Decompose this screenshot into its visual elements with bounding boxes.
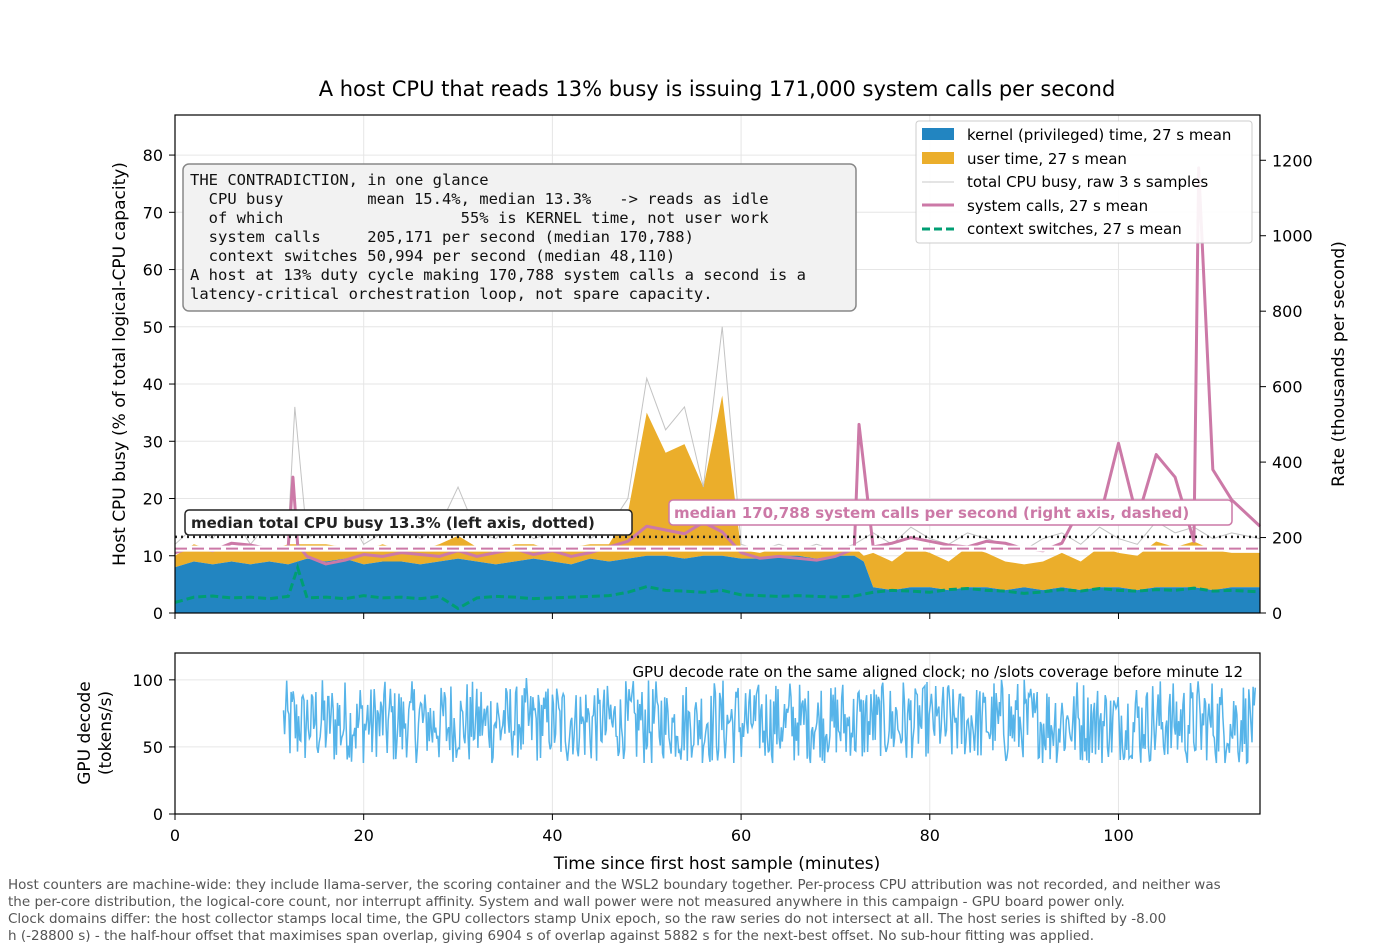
bottom-panel-frame: [174, 652, 1261, 815]
y-tick-label: 10: [143, 547, 163, 566]
x-tick-label: 80: [920, 826, 940, 845]
contradiction-annotation-box: THE CONTRADICTION, in one glance CPU bus…: [182, 163, 857, 312]
y-tick-label: 70: [143, 203, 163, 222]
legend-label: context switches, 27 s mean: [967, 220, 1182, 238]
top-panel-reference-lines: [175, 535, 1260, 552]
y2-tick-label: 200: [1272, 529, 1303, 548]
svg-text:median 170,788 system calls pe: median 170,788 system calls per second (…: [674, 504, 1189, 522]
median-cpu-label: median total CPU busy 13.3% (left axis, …: [184, 509, 633, 536]
svg-text:median total CPU busy 13.3% (: median total CPU busy 13.3% (left axis, …: [191, 514, 595, 532]
footnote-line: h (-28800 s) - the half-hour offset that…: [8, 928, 1094, 944]
y-tick-label: 60: [143, 261, 163, 280]
y2-tick-label: 600: [1272, 378, 1303, 397]
legend: kernel (privileged) time, 27 s mean user…: [915, 120, 1253, 244]
bottom-y-axis-label-line2: (tokens/s): [96, 691, 116, 775]
y-tick-label: 100: [132, 671, 163, 690]
bottom-panel-ticks: 0 20 40 60 80 100 0 50 100: [132, 671, 1133, 845]
user-time-area: [175, 395, 1260, 591]
annotation-line: of which 55% is KERNEL time, not user wo…: [190, 209, 769, 227]
legend-swatch-kernel: [922, 128, 954, 140]
y2-tick-label: 0: [1272, 604, 1282, 623]
y2-tick-label: 1000: [1272, 227, 1313, 246]
y2-tick-label: 1200: [1272, 151, 1313, 170]
x-tick-label: 100: [1103, 826, 1134, 845]
y-tick-label: 40: [143, 375, 163, 394]
annotation-line: context switches 50,994 per second (medi…: [190, 247, 675, 265]
y-tick-label: 50: [143, 318, 163, 337]
annotation-line: CPU busy mean 15.4%, median 13.3% -> rea…: [190, 190, 769, 208]
footnote-line: Clock domains differ: the host collector…: [8, 911, 1166, 927]
top-panel-frame: [174, 114, 1261, 614]
legend-swatch-user: [922, 152, 954, 164]
chart-title: A host CPU that reads 13% busy is issuin…: [319, 77, 1116, 101]
legend-label: total CPU busy, raw 3 s samples: [967, 173, 1208, 191]
y2-tick-label: 400: [1272, 453, 1303, 472]
bottom-panel-lines: [282, 677, 1257, 765]
x-tick-label: 0: [170, 826, 180, 845]
annotation-line: system calls 205,171 per second (median …: [190, 228, 694, 246]
y-tick-label: 20: [143, 490, 163, 509]
legend-label: user time, 27 s mean: [967, 150, 1127, 168]
footnote-line: the per-core distribution, the logical-c…: [8, 894, 1125, 910]
median-syscalls-label: median 170,788 system calls per second (…: [668, 499, 1233, 526]
y-tick-label: 0: [153, 805, 163, 824]
annotation-line: A host at 13% duty cycle making 170,788 …: [190, 266, 806, 284]
y2-tick-label: 800: [1272, 302, 1303, 321]
top-panel-areas: [175, 395, 1260, 613]
x-tick-label: 60: [731, 826, 751, 845]
bottom-y-axis-label-line1: GPU decode: [75, 681, 95, 785]
gpu-decode-line: [282, 677, 1257, 765]
y-tick-label: 50: [143, 738, 163, 757]
bottom-panel-annotation: GPU decode rate on the same aligned cloc…: [632, 663, 1243, 681]
y-tick-label: 30: [143, 432, 163, 451]
annotation-line: latency-critical orchestration loop, not…: [190, 285, 713, 303]
context-switches-line: [174, 562, 1261, 611]
x-tick-label: 20: [354, 826, 374, 845]
y-tick-label: 80: [143, 146, 163, 165]
x-tick-label: 40: [542, 826, 562, 845]
x-axis-label: Time since first host sample (minutes): [553, 854, 881, 874]
footnote-line: Host counters are machine-wide: they inc…: [8, 877, 1221, 893]
top-right-y-axis-label: Rate (thousands per second): [1329, 241, 1349, 487]
legend-label: kernel (privileged) time, 27 s mean: [967, 126, 1231, 144]
kernel-time-area: [175, 555, 1260, 613]
legend-label: system calls, 27 s mean: [967, 197, 1148, 215]
annotation-line: THE CONTRADICTION, in one glance: [190, 171, 489, 189]
y-tick-label: 0: [153, 604, 163, 623]
top-left-y-axis-label: Host CPU busy (% of total logical-CPU ca…: [110, 162, 130, 566]
